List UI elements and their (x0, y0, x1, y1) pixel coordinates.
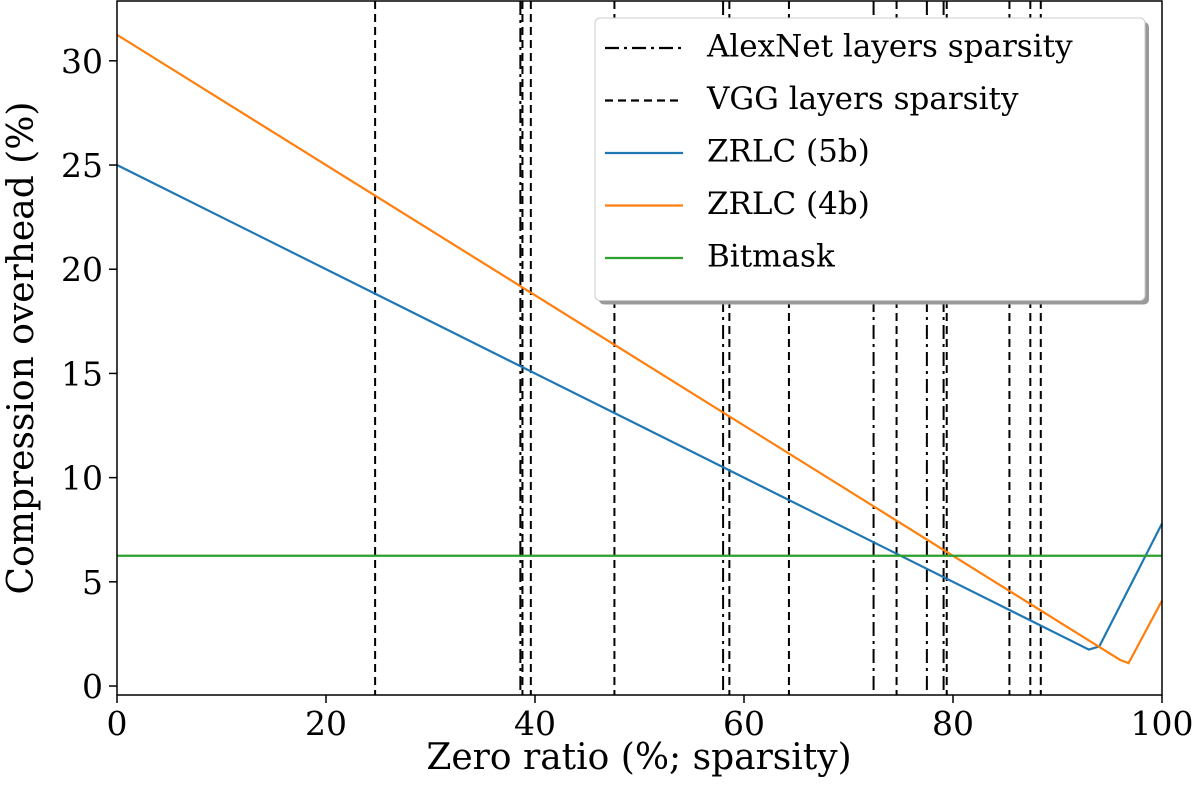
legend-box (594, 17, 1146, 301)
y-axis-label: Compression overhead (%) (1, 102, 42, 595)
x-tick-label: 0 (107, 704, 128, 743)
x-tick-label: 20 (305, 704, 347, 743)
x-axis-label: Zero ratio (%; sparsity) (426, 737, 851, 778)
y-tick-label: 15 (61, 354, 103, 393)
y-tick-label: 10 (61, 459, 103, 498)
y-tick-label: 30 (61, 42, 103, 81)
plot-frame (116, 0, 1163, 696)
y-tick-label: 5 (82, 563, 103, 602)
x-tick-label: 40 (514, 704, 556, 743)
y-tick-label: 20 (61, 250, 103, 289)
y-tick-label: 25 (61, 146, 103, 185)
x-tick-label: 60 (723, 704, 765, 743)
legend-label: ZRLC (4b) (707, 186, 870, 222)
x-tick-label: 100 (1131, 704, 1194, 743)
series-line (116, 164, 1163, 651)
legend-label: Bitmask (707, 239, 835, 275)
x-tick-label: 80 (932, 704, 974, 743)
legend-label: AlexNet layers sparsity (706, 29, 1073, 65)
legend-label: VGG layers sparsity (706, 81, 1019, 117)
series-line (116, 33, 1163, 665)
legend-label: ZRLC (5b) (707, 134, 870, 170)
y-tick-label: 0 (82, 667, 103, 706)
legend: AlexNet layers sparsity VGG layers sparsi… (594, 17, 1149, 305)
